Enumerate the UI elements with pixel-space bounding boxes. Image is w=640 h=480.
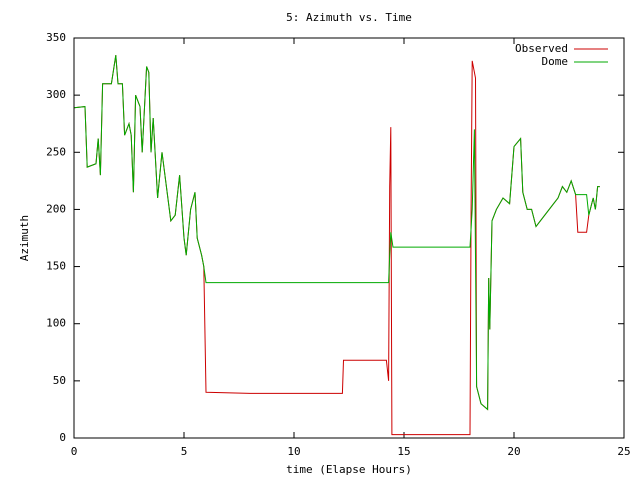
chart-title: 5: Azimuth vs. Time — [286, 11, 412, 24]
x-tick-label: 0 — [71, 445, 78, 458]
x-tick-label: 10 — [287, 445, 300, 458]
y-tick-label: 50 — [53, 374, 66, 387]
y-tick-label: 100 — [46, 317, 66, 330]
legend-label: Dome — [542, 55, 569, 68]
x-tick-label: 5 — [181, 445, 188, 458]
y-tick-label: 300 — [46, 88, 66, 101]
legend-label: Observed — [515, 42, 568, 55]
y-tick-label: 0 — [59, 431, 66, 444]
y-tick-label: 250 — [46, 145, 66, 158]
y-tick-label: 200 — [46, 202, 66, 215]
x-tick-label: 15 — [397, 445, 410, 458]
x-tick-label: 20 — [507, 445, 520, 458]
y-axis-label: Azimuth — [18, 215, 31, 261]
x-axis-label: time (Elapse Hours) — [286, 463, 412, 476]
y-tick-label: 150 — [46, 260, 66, 273]
y-tick-label: 350 — [46, 31, 66, 44]
data-line — [73, 55, 600, 411]
plot-border — [73, 37, 625, 439]
x-tick-label: 25 — [617, 445, 630, 458]
